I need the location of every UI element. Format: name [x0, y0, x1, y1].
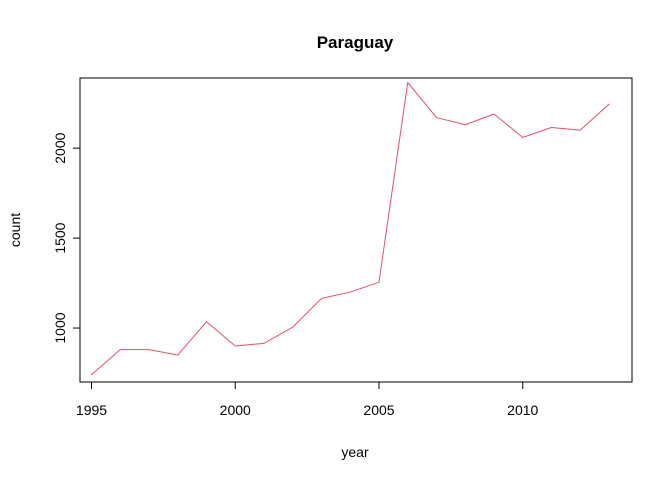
y-tick-label: 2000 [52, 132, 68, 163]
y-tick-label: 1000 [52, 312, 68, 343]
plot-frame [79, 77, 633, 383]
x-tick-label: 2010 [507, 402, 538, 418]
x-axis-label: year [341, 444, 369, 460]
chart-title: Paraguay [317, 33, 394, 52]
x-axis: 1995 2000 2005 2010 [76, 381, 539, 418]
y-tick-label: 1500 [52, 222, 68, 253]
x-tick-label: 2005 [363, 402, 394, 418]
x-tick-label: 1995 [76, 402, 107, 418]
y-axis: 1000 1500 2000 [52, 132, 81, 344]
series-line [91, 81, 610, 376]
x-tick-label: 2000 [220, 402, 251, 418]
y-axis-label: count [7, 213, 23, 247]
